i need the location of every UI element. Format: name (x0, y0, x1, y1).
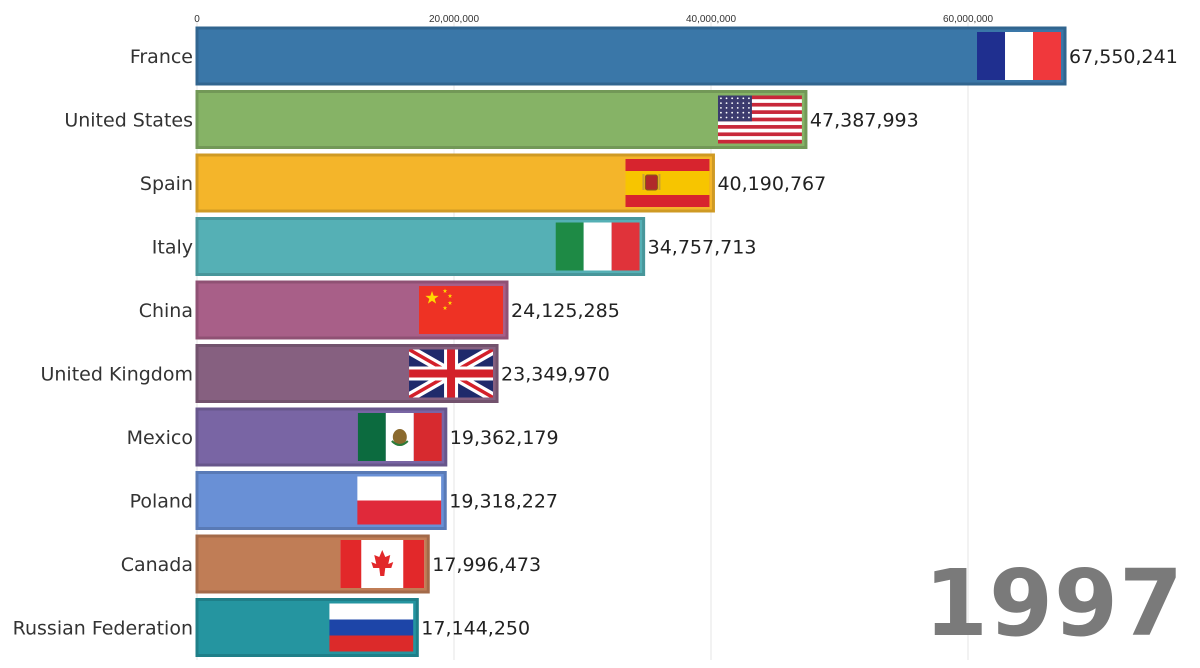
category-label: Italy (152, 237, 193, 259)
bar (195, 26, 1067, 86)
category-label: Canada (121, 554, 193, 576)
category-label: Russian Federation (13, 618, 193, 640)
value-label: 40,190,767 (717, 173, 826, 195)
canada-flag-icon (340, 540, 425, 588)
x-axis-ticks: 0 20,000,000 40,000,000 60,000,000 (194, 14, 993, 25)
france-flag-icon (977, 32, 1062, 80)
x-tick-label: 60,000,000 (943, 14, 993, 25)
x-tick-label: 40,000,000 (686, 14, 736, 25)
value-label: 19,318,227 (449, 491, 558, 513)
bar (195, 90, 808, 149)
category-label: United Kingdom (40, 364, 193, 386)
category-label: France (130, 46, 193, 68)
category-label: Mexico (127, 427, 193, 449)
bars (195, 26, 1067, 657)
value-label: 19,362,179 (450, 427, 559, 449)
category-label: United States (64, 110, 193, 132)
russia-flag-icon (329, 603, 414, 652)
value-label: 67,550,241 (1069, 46, 1178, 68)
spain-flag-icon (625, 159, 710, 207)
value-label: 23,349,970 (501, 364, 610, 386)
category-label: China (139, 300, 193, 322)
year-label: 1997 (923, 550, 1184, 657)
poland-flag-icon (357, 476, 442, 525)
value-label: 17,996,473 (432, 554, 541, 576)
labels: France 67,550,241 United States 47,387,993 S… (13, 46, 1178, 640)
x-tick-label: 20,000,000 (429, 14, 479, 25)
uk-flag-icon (409, 349, 494, 398)
usa-flag-icon (717, 95, 802, 144)
value-label: 24,125,285 (511, 300, 620, 322)
mexico-flag-icon (357, 413, 442, 461)
china-flag-icon (419, 286, 504, 334)
italy-flag-icon (555, 222, 640, 271)
x-tick-label: 0 (194, 14, 200, 25)
value-label: 17,144,250 (421, 618, 530, 640)
value-label: 47,387,993 (810, 110, 919, 132)
value-label: 34,757,713 (648, 237, 757, 259)
category-label: Poland (130, 491, 193, 513)
category-label: Spain (140, 173, 193, 195)
